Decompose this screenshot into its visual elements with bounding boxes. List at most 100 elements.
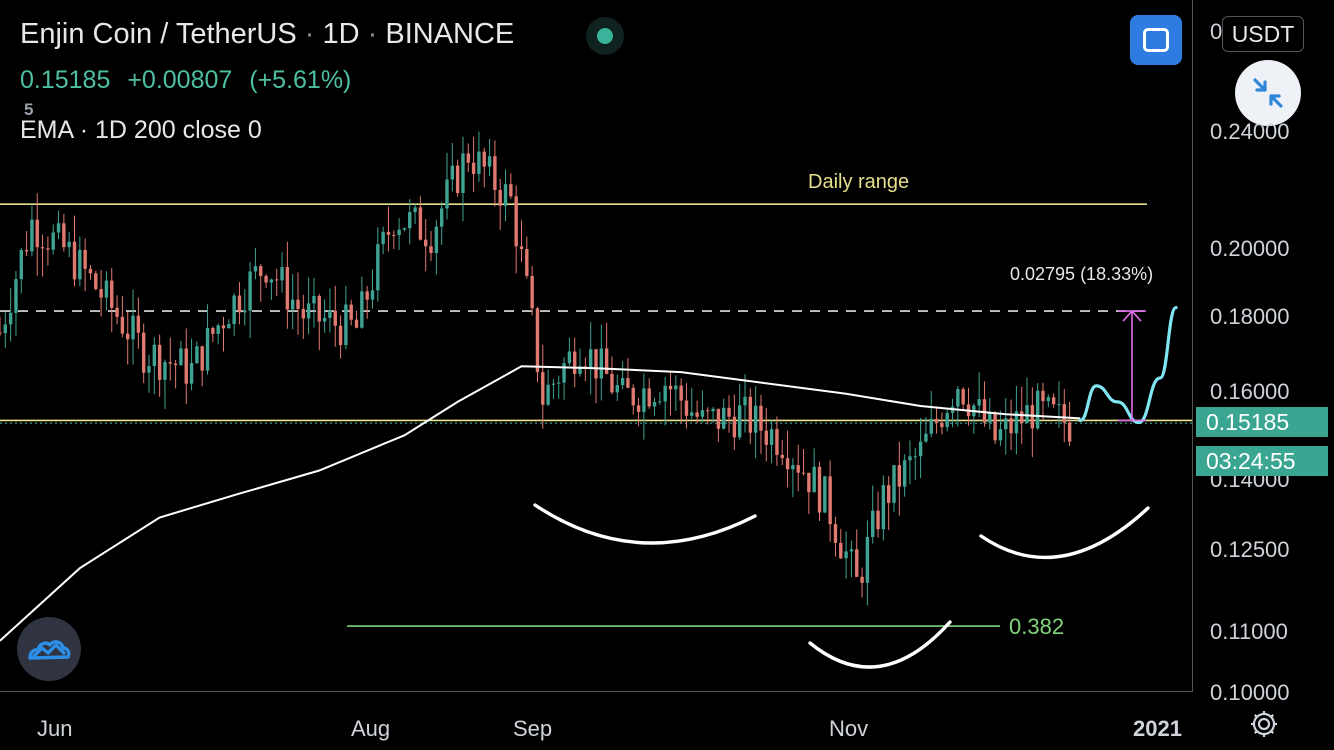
candle-body — [317, 295, 321, 322]
candle-body — [179, 348, 183, 366]
price-axis-label: 0.18000 — [1210, 304, 1290, 329]
candle-body — [216, 325, 220, 334]
candle-body — [296, 299, 300, 309]
candle-body — [205, 327, 210, 371]
candle-body — [817, 466, 822, 513]
price-axis-label: 0 — [1210, 19, 1223, 44]
price-axis-divider — [1192, 0, 1193, 692]
candle-body — [748, 396, 753, 433]
candle-body — [658, 401, 662, 403]
candle-body — [0, 332, 2, 334]
fib-level-label: 0.382 — [1009, 614, 1065, 639]
candle-body — [259, 266, 263, 276]
symbol-title[interactable]: Enjin Coin / TetherUS · 1D · BINANCE — [20, 18, 514, 51]
candle-body — [424, 239, 428, 247]
candle-body — [14, 279, 18, 313]
candle-body — [493, 156, 497, 190]
candle-body — [381, 231, 385, 245]
candle-body — [684, 400, 689, 416]
price-axis-label: 0.11000 — [1210, 619, 1288, 644]
candle-body — [833, 524, 838, 543]
currency-button[interactable]: USDT — [1222, 16, 1304, 52]
candle-body — [8, 312, 13, 325]
candle-body — [126, 333, 130, 340]
candle-body — [690, 412, 694, 416]
candle-body — [46, 248, 50, 250]
candle-body — [902, 460, 907, 487]
exchange-label: BINANCE — [385, 18, 515, 50]
candle-body — [338, 325, 343, 345]
candle-body — [253, 266, 258, 272]
candle-body — [716, 408, 721, 429]
candle-body — [264, 275, 268, 283]
candle-body — [514, 196, 518, 247]
tradingview-logo[interactable] — [17, 617, 81, 681]
candle-body — [136, 315, 141, 333]
candle-body — [679, 385, 683, 401]
price-chart[interactable] — [0, 0, 1192, 692]
price-change-percent: (+5.61%) — [249, 66, 352, 94]
candle-body — [1067, 422, 1072, 442]
candle-body — [269, 279, 274, 283]
candle-body — [333, 310, 337, 326]
candle-body — [594, 349, 598, 379]
ema-indicator-legend[interactable]: EMA · 1D 200 close 0 — [20, 116, 262, 144]
candle-body — [285, 267, 290, 310]
candle-body — [732, 416, 737, 438]
candle-body — [360, 291, 364, 328]
candle-body — [956, 389, 960, 407]
candle-body — [737, 405, 742, 438]
candle-body — [551, 383, 556, 385]
candle-body — [1004, 418, 1008, 430]
candle-body — [769, 429, 774, 445]
candle-body — [94, 273, 98, 290]
market-status-icon[interactable] — [586, 17, 624, 55]
current-price-tag: 0.15185 — [1196, 407, 1328, 437]
candle-body — [365, 291, 369, 300]
candle-body — [104, 280, 109, 298]
candle-body — [535, 308, 540, 373]
collapse-button[interactable] — [1235, 60, 1301, 126]
candle-body — [503, 184, 508, 206]
candle-body — [466, 153, 470, 163]
chart-canvas[interactable] — [0, 0, 1192, 692]
candle-body — [248, 271, 252, 311]
candle-body — [604, 348, 609, 374]
candle-body — [306, 303, 311, 319]
price-axis-label: 0.16000 — [1210, 379, 1290, 404]
candle-body — [913, 456, 917, 458]
gear-icon[interactable] — [1248, 708, 1280, 740]
candle-body — [620, 378, 625, 386]
candle-body — [1062, 404, 1066, 423]
candle-body — [19, 250, 23, 280]
candle-body — [785, 458, 790, 470]
fullscreen-icon — [1143, 28, 1169, 52]
candle-body — [237, 295, 242, 313]
drawn-arc — [533, 503, 757, 545]
candle-body — [418, 207, 423, 240]
candle-body — [599, 348, 604, 379]
candle-body — [663, 385, 667, 402]
candle-body — [184, 348, 188, 384]
candle-body — [200, 346, 204, 371]
candle-body — [567, 351, 572, 364]
candle-body — [573, 351, 577, 374]
candle-body — [450, 165, 455, 180]
candle-body — [1041, 390, 1045, 402]
candle-body — [610, 373, 614, 393]
candle-body — [1035, 390, 1040, 429]
candle-body — [439, 208, 444, 227]
candle-body — [780, 454, 784, 459]
candle-body — [1046, 397, 1051, 402]
candle-body — [541, 372, 545, 405]
fullscreen-button[interactable] — [1130, 15, 1182, 65]
candle-body — [370, 290, 375, 300]
candle-body — [72, 241, 77, 280]
candle-body — [695, 412, 699, 417]
price-axis-label: 0.12500 — [1210, 537, 1290, 562]
candle-body — [62, 223, 66, 248]
price-readout: 0.15185 +0.00807 (+5.61%) — [20, 66, 361, 95]
candle-body — [35, 219, 39, 248]
tradingview-logo-icon — [28, 640, 71, 660]
candle-body — [918, 441, 923, 457]
